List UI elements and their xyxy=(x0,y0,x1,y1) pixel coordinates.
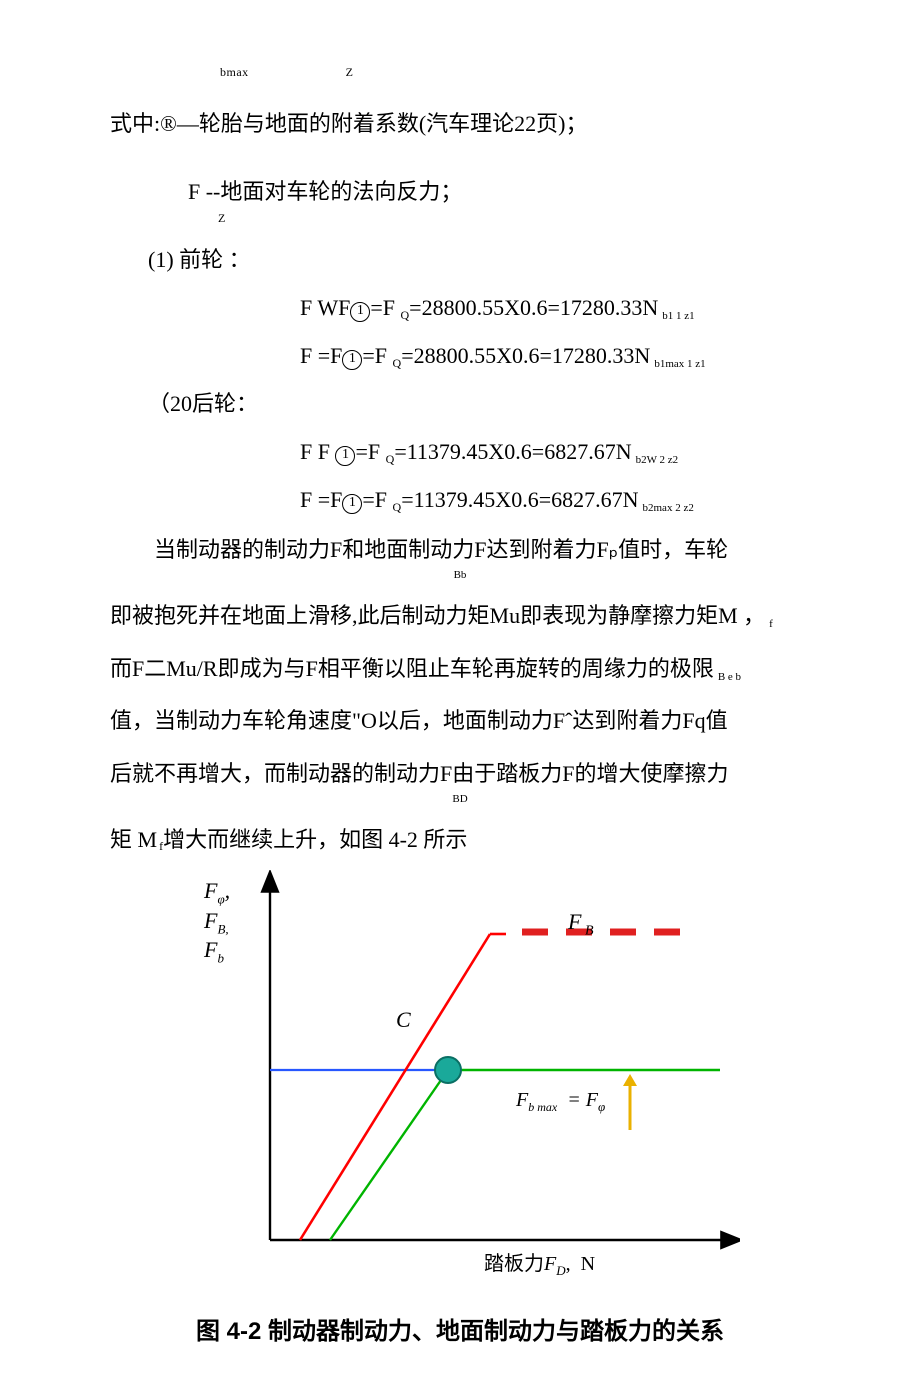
rear-eq-1: F F 1=F Q=11379.45X0.6=6827.67Nb2W 2 z2 xyxy=(110,430,810,474)
front-wheel-heading: (1) 前轮 ： xyxy=(110,238,810,282)
label-c: C xyxy=(396,998,411,1042)
header-sub-left: bmax xyxy=(220,65,249,79)
circle-1-icon: 1 xyxy=(342,494,362,514)
para-3: 而F二Mu/R即成为与F相平衡以阻止车轮再旋转的周缘力的极限B e b xyxy=(110,645,810,693)
figure-svg xyxy=(180,870,740,1290)
front-eq-2: F =F1=F Q=28800.55X0.6=17280.33Nb1max 1 … xyxy=(110,334,810,378)
para-2: 即被抱死并在地面上滑移,此后制动力矩Mu即表现为静摩擦力矩M ，f xyxy=(110,592,810,640)
figure-caption: 图 4-2 制动器制动力、地面制动力与踏板力的关系 xyxy=(110,1308,810,1356)
circle-1-icon: 1 xyxy=(350,302,370,322)
circle-1-icon: 1 xyxy=(335,446,355,466)
def-line-1: 式中:®—轮胎与地面的附着系数(汽车理论22页)； xyxy=(110,102,810,146)
label-fbmax: Fb max = Fφ xyxy=(516,1080,605,1120)
page-root: bmax Z 式中:®—轮胎与地面的附着系数(汽车理论22页)； F --地面对… xyxy=(0,0,920,1396)
y-axis-labels: Fφ, FB, Fb xyxy=(204,878,230,966)
label-fb: F B xyxy=(568,900,594,945)
rear-eq-2: F =F1=F Q=11379.45X0.6=6827.67Nb2max 2 z… xyxy=(110,478,810,522)
header-subscripts: bmax Z xyxy=(110,60,810,84)
front-eq-1: F WF1=F Q=28800.55X0.6=17280.33Nb1 1 z1 xyxy=(110,286,810,330)
para-6: 矩 Mf增大而继续上升，如图 4-2 所示 xyxy=(110,816,810,864)
circle-1-icon: 1 xyxy=(342,350,362,370)
para-4: 值，当制动力车轮角速度"O以后，地面制动力Fˆ达到附着力Fq值 xyxy=(110,697,810,745)
rear-wheel-heading: （20后轮： xyxy=(110,382,810,426)
figure-4-2: Fφ, FB, Fb C F B Fb max = Fφ 踏板力FD, N xyxy=(180,870,740,1290)
header-sub-right: Z xyxy=(346,65,354,79)
x-axis-label: 踏板力FD, N xyxy=(484,1244,595,1284)
